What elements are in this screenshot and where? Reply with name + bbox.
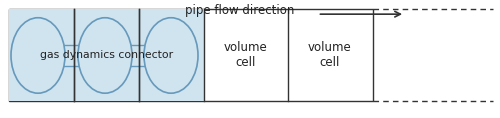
Bar bbox=[9, 9, 204, 101]
Bar bbox=[38, 45, 171, 66]
Bar bbox=[9, 9, 372, 101]
Ellipse shape bbox=[11, 18, 65, 93]
Ellipse shape bbox=[144, 18, 198, 93]
Ellipse shape bbox=[78, 18, 132, 93]
Text: volume
cell: volume cell bbox=[224, 41, 268, 70]
Text: gas dynamics connector: gas dynamics connector bbox=[40, 51, 173, 60]
Text: volume
cell: volume cell bbox=[308, 41, 352, 70]
Text: pipe flow direction: pipe flow direction bbox=[186, 4, 294, 17]
